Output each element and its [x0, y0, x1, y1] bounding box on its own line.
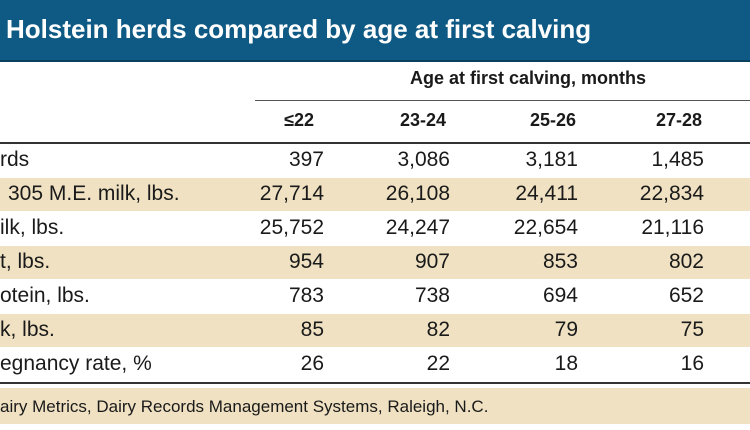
- table-cell: 397: [288, 148, 324, 171]
- row-label: ilk, lbs.: [0, 216, 65, 239]
- title-bar: Holstein herds compared by age at first …: [0, 0, 750, 62]
- row-label: k, lbs.: [0, 318, 55, 341]
- table-cell: 652: [668, 284, 704, 307]
- column-header-le22: ≤22: [284, 110, 314, 130]
- table-row: t, lbs. 954 907 853 802: [0, 246, 750, 280]
- table-cell: 3,086: [397, 148, 450, 171]
- table-cell: 22,834: [639, 182, 704, 205]
- table-cell: 79: [554, 318, 578, 341]
- table-cell: 85: [300, 318, 324, 341]
- table-cell: 694: [542, 284, 578, 307]
- table-cell: 25,752: [259, 216, 324, 239]
- table-cell: 954: [288, 250, 324, 273]
- table-cell: 75: [680, 318, 704, 341]
- table-cell: 26: [300, 352, 324, 375]
- table-cell: 907: [414, 250, 450, 273]
- table-cell: 3,181: [525, 148, 578, 171]
- table-cell: 18: [554, 352, 578, 375]
- footer-divider: [0, 382, 750, 384]
- table-cell: 738: [414, 284, 450, 307]
- table-header: [0, 62, 750, 144]
- table-cell: 1,485: [651, 148, 704, 171]
- source-note: airy Metrics, Dairy Records Management S…: [0, 388, 750, 424]
- row-label: 305 M.E. milk, lbs.: [8, 182, 180, 205]
- table-cell: 16: [680, 352, 704, 375]
- table-title: Holstein herds compared by age at first …: [6, 14, 592, 44]
- table-cell: 27,714: [259, 182, 324, 205]
- column-header-27-28: 27-28: [655, 110, 702, 130]
- table-row: ilk, lbs. 25,752 24,247 22,654 21,116: [0, 212, 750, 246]
- age-group-rule: [255, 100, 750, 101]
- age-group-caption: Age at first calving, months: [410, 68, 647, 88]
- column-header-23-24: 23-24: [399, 110, 446, 130]
- header-divider: [0, 142, 750, 144]
- table-row: rds 397 3,086 3,181 1,485: [0, 144, 750, 178]
- table-row: otein, lbs. 783 738 694 652: [0, 280, 750, 314]
- column-header-25-26: 25-26: [529, 110, 576, 130]
- table-row: egnancy rate, % 26 22 18 16: [0, 348, 750, 382]
- table-cell: 853: [542, 250, 578, 273]
- table-cell: 22: [426, 352, 450, 375]
- table-cell: 22,654: [513, 216, 578, 239]
- row-label: rds: [0, 148, 30, 171]
- table-cell: 82: [426, 318, 450, 341]
- table-cell: 24,247: [385, 216, 450, 239]
- table-row: k, lbs. 85 82 79 75: [0, 314, 750, 348]
- row-label: otein, lbs.: [0, 284, 90, 307]
- table-cell: 802: [668, 250, 704, 273]
- table-cell: 26,108: [385, 182, 450, 205]
- row-label: t, lbs.: [0, 250, 51, 273]
- source-text: airy Metrics, Dairy Records Management S…: [0, 397, 489, 416]
- row-label: egnancy rate, %: [0, 352, 152, 375]
- table-cell: 21,116: [641, 216, 704, 239]
- table-cell: 24,411: [515, 182, 578, 205]
- table-row: 305 M.E. milk, lbs. 27,714 26,108 24,411…: [0, 178, 750, 212]
- table-cell: 783: [288, 284, 324, 307]
